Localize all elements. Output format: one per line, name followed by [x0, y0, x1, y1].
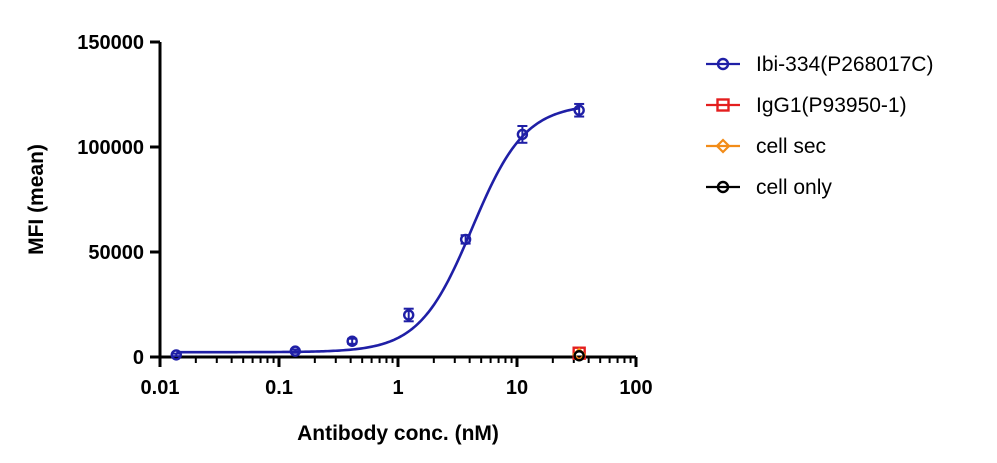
legend-marker — [716, 57, 730, 71]
axes: 0 50000 100000 150000 0.01 0.1 1 10 100 — [77, 32, 652, 399]
legend-marker — [716, 180, 730, 194]
x-tick-label: 1 — [392, 377, 403, 399]
x-axis-title: Antibody conc. (nM) — [297, 422, 499, 445]
y-tick-label: 50000 — [88, 242, 144, 264]
data-point — [573, 104, 585, 116]
legend-marker — [715, 138, 731, 154]
data-point — [289, 345, 301, 357]
legend-label: cell sec — [756, 135, 826, 158]
y-tick-label: 0 — [133, 347, 144, 369]
legend-label: Ibi-334(P268017C) — [756, 53, 933, 76]
legend: Ibi-334(P268017C) IgG1(P93950-1) cell sec c… — [706, 53, 933, 199]
x-tick-label: 10 — [506, 377, 528, 399]
y-tick-label: 150000 — [77, 32, 144, 54]
fit-curve-layer — [176, 106, 580, 354]
legend-label: IgG1(P93950-1) — [756, 94, 907, 117]
data-point — [346, 335, 358, 347]
data-points-layer — [170, 102, 587, 362]
data-point — [459, 233, 472, 246]
x-tick-label: 0.1 — [265, 377, 293, 399]
data-point — [170, 349, 182, 361]
legend-marker — [716, 98, 730, 112]
data-point — [402, 309, 415, 321]
y-axis-title: MFI (mean) — [25, 144, 48, 255]
x-tick-label: 0.01 — [141, 377, 180, 399]
fit-curve — [176, 106, 580, 354]
data-point — [516, 128, 529, 141]
data-point — [573, 350, 585, 362]
legend-label: cell only — [756, 176, 832, 199]
y-tick-label: 100000 — [77, 137, 144, 159]
x-tick-label: 100 — [619, 377, 652, 399]
